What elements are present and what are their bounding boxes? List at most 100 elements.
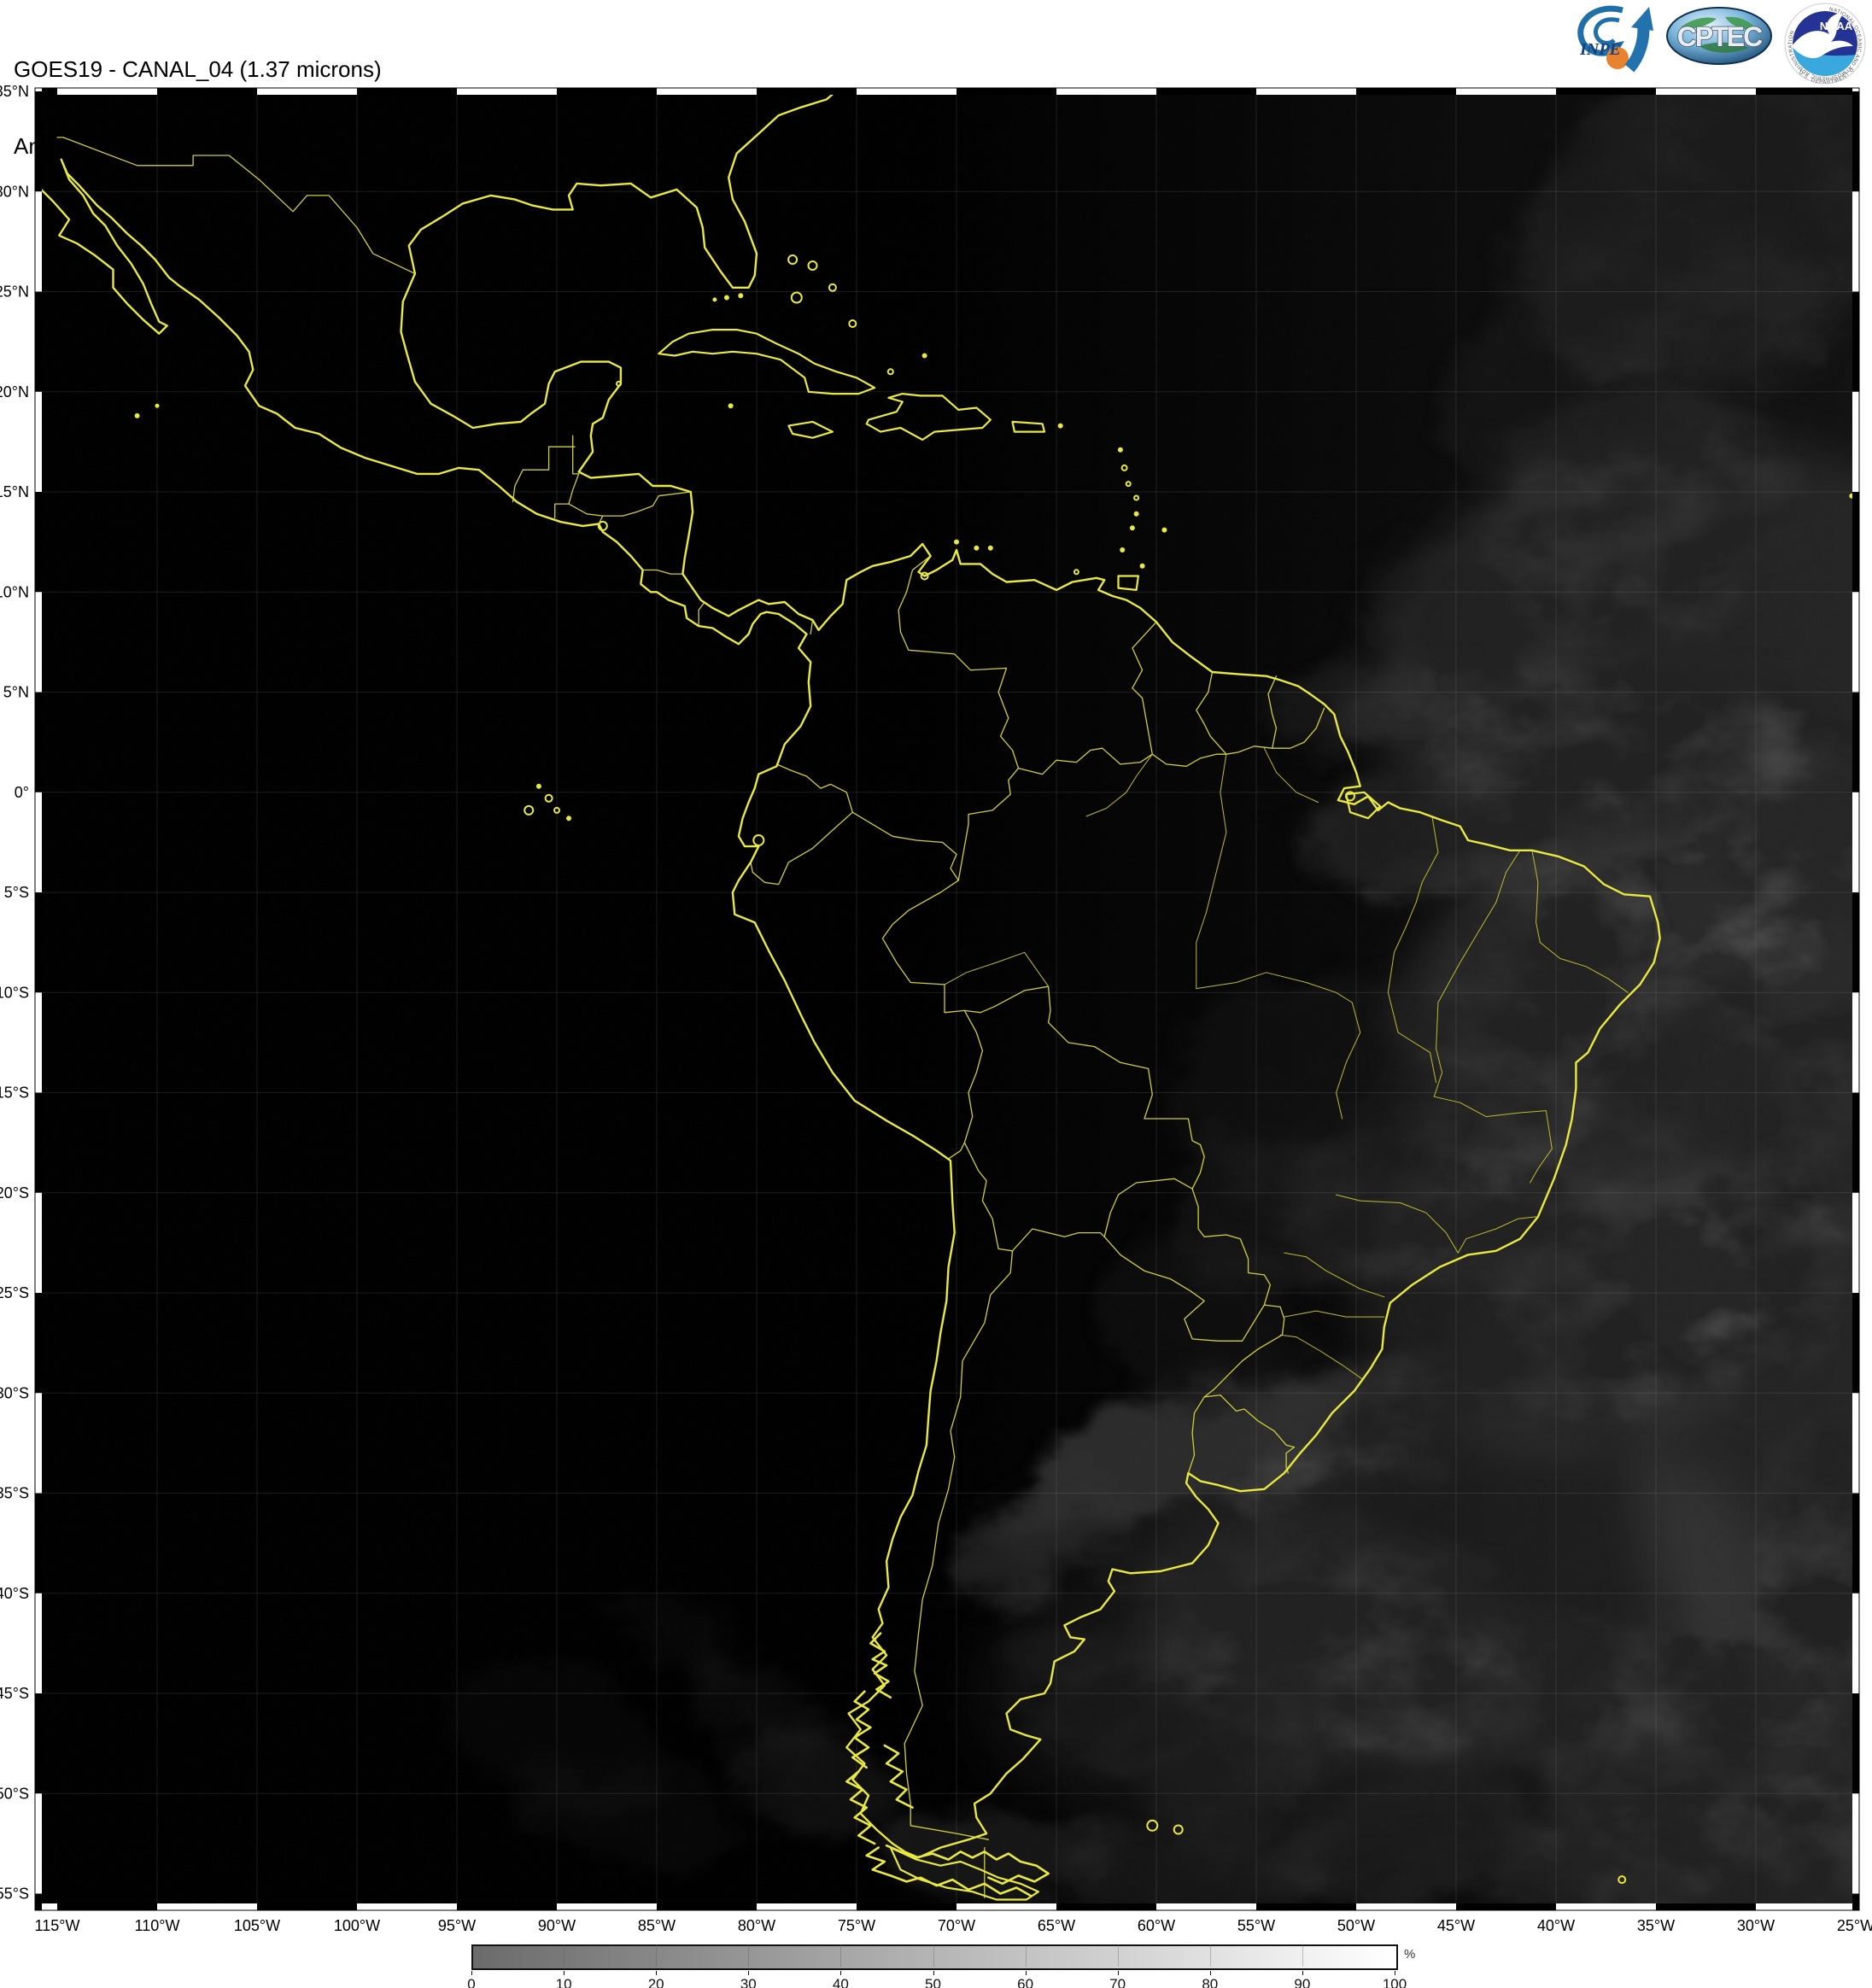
frame-segment: [35, 1693, 42, 1794]
lon-axis-label: 30°W: [1737, 1917, 1775, 1934]
colorbar-gridline: [656, 1944, 658, 1967]
state-border: [1196, 753, 1227, 990]
island-dot: [1120, 547, 1126, 553]
country-border: [56, 137, 416, 275]
lat-axis-label: 5°N: [3, 684, 29, 701]
country-border: [554, 503, 604, 525]
lat-axis-label: 15°N: [0, 483, 29, 500]
island-dot: [1133, 494, 1140, 501]
island-dot: [1173, 1824, 1184, 1835]
colorbar-tick-label: 70: [1109, 1976, 1126, 1988]
frame-segment: [1256, 1903, 1356, 1910]
lat-axis-label: 30°N: [0, 183, 29, 200]
frame-segment: [35, 1493, 42, 1593]
island-dot: [1345, 791, 1355, 802]
frame-segment: [1656, 1903, 1756, 1910]
island-dot: [848, 319, 857, 328]
lat-axis-label: 35°S: [0, 1485, 29, 1502]
state-border: [1085, 753, 1153, 817]
country-border: [810, 619, 814, 635]
island-outline: [658, 329, 876, 395]
lat-axis-label: 40°S: [0, 1585, 29, 1602]
island-dot: [974, 545, 980, 551]
frame-segment: [757, 88, 857, 95]
state-border: [1457, 1216, 1537, 1254]
colorbar-tick-label: 50: [925, 1976, 941, 1988]
colorbar-tick-label: 10: [555, 1976, 572, 1988]
island-dot: [807, 260, 818, 271]
lon-axis-label: 105°W: [234, 1917, 280, 1934]
colorbar-tick: [1302, 1971, 1303, 1975]
product-title: GOES19 - CANAL_04 (1.37 microns): [14, 56, 382, 82]
frame-segment: [857, 1903, 956, 1910]
fjord-coast: [851, 1690, 872, 1769]
colorbar-tick-label: 40: [832, 1976, 849, 1988]
frame-segment: [1852, 1293, 1859, 1394]
frame-segment: [1852, 1493, 1859, 1593]
frame-segment: [257, 1903, 357, 1910]
lon-axis-label: 60°W: [1138, 1917, 1175, 1934]
lat-axis-label: 20°S: [0, 1184, 29, 1202]
frame-segment: [57, 1903, 157, 1910]
lat-axis-label: 55°S: [0, 1886, 29, 1903]
country-border: [1132, 621, 1157, 755]
frame-segment: [35, 88, 57, 95]
island-dot: [566, 816, 571, 822]
frame-segment: [35, 1893, 42, 1910]
country-border: [1203, 1304, 1285, 1398]
map-frame: [34, 87, 1860, 1911]
island-dot: [728, 403, 734, 409]
frame-segment: [1852, 91, 1859, 192]
island-dot: [1139, 563, 1145, 569]
lon-axis-label: 40°W: [1537, 1917, 1575, 1934]
frame-segment: [1852, 692, 1859, 792]
country-border: [1187, 1396, 1205, 1474]
country-border: [904, 1250, 1014, 1840]
colorbar-tick: [1209, 1971, 1211, 1975]
lat-axis-label: 15°S: [0, 1085, 29, 1102]
island-dot: [535, 783, 541, 789]
colorbar-tick: [933, 1971, 934, 1975]
colorbar-tick-label: 30: [740, 1976, 757, 1988]
island-dot: [1133, 511, 1139, 517]
frame-segment: [35, 892, 42, 993]
colorbar-gridline: [1117, 1944, 1119, 1967]
lat-axis-label: 30°S: [0, 1384, 29, 1401]
colorbar-gridline: [748, 1944, 750, 1967]
colorbar-tick: [1025, 1971, 1027, 1975]
inpe-orange-dot-icon: [1606, 47, 1629, 69]
frame-segment: [457, 1903, 557, 1910]
noaa-label: NOAA: [1820, 20, 1853, 32]
frame-segment: [35, 291, 42, 392]
island-dot: [738, 293, 744, 299]
island-dot: [1129, 525, 1135, 531]
state-border: [1196, 972, 1353, 1003]
country-border: [1151, 753, 1227, 767]
colorbar-gridline: [1302, 1944, 1303, 1967]
lon-axis-label: 85°W: [638, 1917, 676, 1934]
frame-bar: [35, 88, 1859, 95]
lon-axis-label: 25°W: [1837, 1917, 1872, 1934]
frame-segment: [1852, 892, 1859, 993]
frame-segment: [357, 88, 457, 95]
fjord-coast: [869, 1632, 892, 1699]
island-dot: [1125, 481, 1132, 488]
fjord-coast: [845, 1770, 876, 1845]
island-dot: [954, 539, 959, 545]
lon-axis-label: 75°W: [838, 1917, 875, 1934]
country-border: [1017, 747, 1153, 775]
colorbar-tick: [471, 1971, 472, 1975]
colorbar-gridline: [933, 1944, 934, 1967]
lon-axis-label: 55°W: [1237, 1917, 1275, 1934]
country-border: [602, 491, 692, 517]
frame-segment: [35, 492, 42, 593]
country-border: [963, 985, 1205, 1190]
country-border: [851, 811, 959, 881]
island-dot: [828, 283, 837, 292]
lon-axis-label: 50°W: [1337, 1917, 1375, 1934]
state-border: [1279, 1334, 1363, 1380]
frame-segment: [557, 88, 657, 95]
noaa-gull-icon: [1793, 12, 1853, 59]
state-border: [1433, 1096, 1553, 1184]
